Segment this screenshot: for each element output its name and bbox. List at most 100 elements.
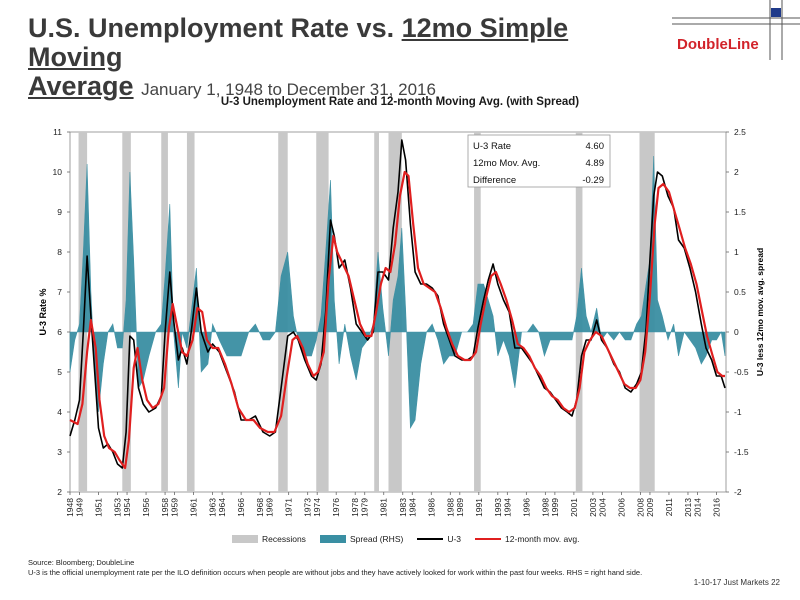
info-label-2: Difference: [473, 175, 516, 186]
title-underlined: 12mo Simple Moving: [28, 13, 569, 72]
info-label-1: 12mo Mov. Avg.: [473, 158, 540, 169]
x-tick-label-18: 1978: [350, 498, 360, 517]
x-tick-label-24: 1988: [445, 498, 455, 517]
x-tick-label-2: 1951: [94, 498, 104, 517]
y2-tick-label-8: 2: [734, 167, 739, 177]
x-tick-label-37: 2009: [645, 498, 655, 517]
title-dates: January 1, 1948 to December 31, 2016: [141, 80, 436, 99]
x-tick-label-21: 1983: [398, 498, 408, 517]
x-tick-label-0: 1948: [65, 498, 75, 517]
legend-label-ma: 12-month mov. avg.: [505, 534, 580, 544]
x-tick-label-15: 1973: [303, 498, 313, 517]
y-tick-label-1: 3: [57, 447, 62, 457]
legend-swatch-recessions: [232, 535, 258, 543]
y-tick-label-3: 5: [57, 367, 62, 377]
x-tick-label-32: 2001: [569, 498, 579, 517]
y-tick-label-7: 9: [57, 207, 62, 217]
x-tick-label-30: 1998: [540, 498, 550, 517]
x-tick-label-9: 1963: [208, 498, 218, 517]
y2-tick-label-5: 0.5: [734, 287, 746, 297]
x-tick-label-22: 1984: [407, 498, 417, 517]
spread-area: [69, 155, 726, 430]
brand-decoration: [672, 0, 800, 60]
page-footer: 1-10-17 Just Markets 22: [693, 578, 780, 587]
definition-line: U-3 is the official unemployment rate pe…: [28, 568, 643, 577]
recession-band-3: [186, 132, 195, 492]
page-title: U.S. Unemployment Rate vs. 12mo Simple M…: [28, 14, 648, 104]
title-main: U.S. Unemployment Rate vs.: [28, 13, 402, 43]
y2-tick-label-7: 1.5: [734, 207, 746, 217]
info-value-1: 4.89: [586, 158, 605, 169]
x-tick-label-10: 1964: [217, 498, 227, 517]
x-tick-label-16: 1974: [312, 498, 322, 517]
y2-tick-label-3: -0.5: [734, 367, 749, 377]
legend-label-recessions: Recessions: [262, 534, 306, 544]
legend-label-u3: U-3: [447, 534, 462, 544]
x-tick-label-14: 1971: [284, 498, 294, 517]
y-tick-label-9: 11: [53, 127, 62, 137]
info-value-0: 4.60: [586, 141, 605, 152]
x-tick-label-7: 1959: [170, 498, 180, 517]
legend-item-recessions: Recessions: [232, 534, 306, 544]
x-tick-label-23: 1986: [426, 498, 436, 517]
y2-tick-label-0: -2: [734, 487, 742, 497]
x-tick-label-19: 1979: [360, 498, 370, 517]
legend-swatch-u3: [417, 538, 444, 540]
y2-tick-label-1: -1.5: [734, 447, 749, 457]
unemployment-chart: 2 3 4 5 6 7 8 9 10 11 -2 -1.5 -1 -0.5 0 0.5 1 1.5 2 2.5 1948…: [38, 127, 765, 517]
info-label-0: U-3 Rate: [473, 141, 511, 152]
info-box: [467, 134, 611, 188]
chart-title: U-3 Unemployment Rate and 12-month Movin…: [220, 96, 580, 108]
y2-tick-label-2: -1: [734, 407, 742, 417]
x-tick-label-31: 1999: [550, 498, 560, 517]
x-tick-label-20: 1981: [379, 498, 389, 517]
y2-tick-label-6: 1: [734, 247, 739, 257]
y-tick-label-0: 2: [57, 487, 62, 497]
x-tick-label-41: 2016: [711, 498, 721, 517]
x-tick-label-33: 2003: [588, 498, 598, 517]
x-tick-label-4: 1954: [122, 498, 132, 517]
y-axis-label: U-3 Rate %: [38, 288, 48, 335]
y-tick-label-4: 6: [57, 327, 62, 337]
chart-legend: Recessions Spread (RHS) U-3 12-month mov…: [232, 534, 594, 544]
x-tick-label-8: 1961: [189, 498, 199, 517]
y2-tick-label-9: 2.5: [734, 127, 746, 137]
y-tick-label-5: 7: [57, 287, 62, 297]
y-tick-label-2: 4: [57, 407, 62, 417]
y-tick-label-8: 10: [53, 167, 63, 177]
x-tick-label-3: 1953: [113, 498, 123, 517]
legend-item-u3: U-3: [417, 534, 461, 544]
source-note: Source: Bloomberg; DoubleLine U-3 is the…: [28, 558, 642, 578]
y2-axis-label: U-3 less 12mo mov. avg. spread: [755, 248, 765, 376]
x-tick-label-1: 1949: [75, 498, 85, 517]
x-tick-label-29: 1996: [521, 498, 531, 517]
x-tick-label-17: 1976: [331, 498, 341, 517]
x-tick-label-38: 2011: [664, 498, 674, 517]
legend-swatch-spread: [319, 535, 346, 543]
x-tick-label-12: 1968: [255, 498, 265, 517]
info-value-2: -0.29: [582, 175, 604, 186]
x-tick-label-5: 1956: [141, 498, 151, 517]
x-tick-label-25: 1989: [455, 498, 465, 517]
legend-item-spread: Spread (RHS): [319, 534, 404, 544]
x-tick-label-35: 2006: [616, 498, 626, 517]
x-tick-label-26: 1991: [474, 498, 484, 517]
x-tick-label-6: 1958: [160, 498, 170, 517]
ma12-line: [69, 170, 725, 470]
legend-item-ma: 12-month mov. avg.: [475, 534, 580, 544]
x-tick-label-39: 2013: [683, 498, 693, 517]
x-tick-label-36: 2008: [635, 498, 645, 517]
x-tick-label-13: 1969: [265, 498, 275, 517]
x-tick-label-34: 2004: [597, 498, 607, 517]
y-tick-label-6: 8: [57, 247, 62, 257]
source-line: Source: Bloomberg; DoubleLine: [28, 558, 135, 567]
x-tick-label-27: 1993: [493, 498, 503, 517]
legend-swatch-ma: [475, 538, 502, 540]
title-line2: Average: [28, 71, 134, 101]
x-tick-label-40: 2014: [692, 498, 702, 517]
doubleline-logo: DoubleLine: [677, 36, 759, 53]
x-tick-label-11: 1966: [236, 498, 246, 517]
x-tick-label-28: 1994: [502, 498, 512, 517]
legend-label-spread: Spread (RHS): [349, 534, 404, 544]
y2-tick-label-4: 0: [734, 327, 739, 337]
